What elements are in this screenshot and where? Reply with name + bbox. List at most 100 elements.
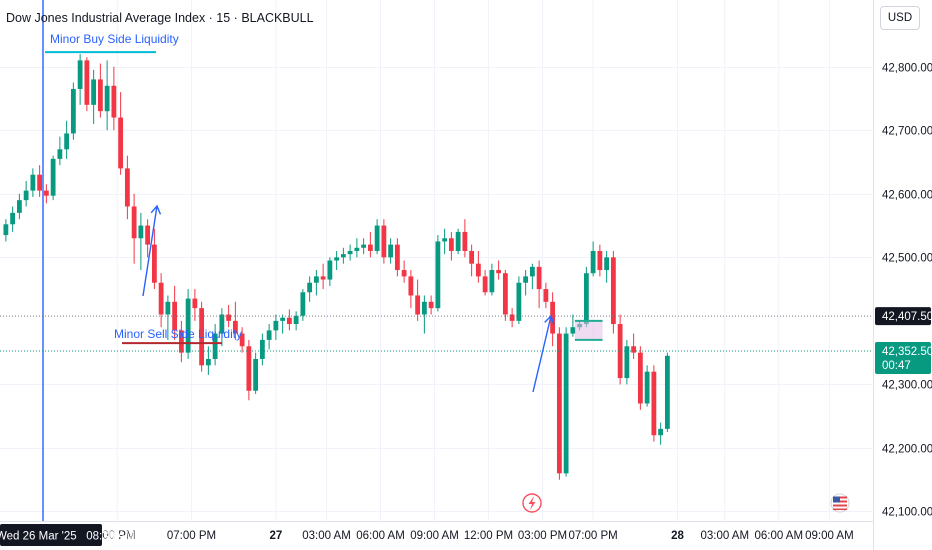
candle-body[interactable] bbox=[442, 238, 448, 242]
candle-body[interactable] bbox=[428, 301, 434, 309]
candle-body[interactable] bbox=[367, 244, 373, 251]
candle-body[interactable] bbox=[178, 330, 184, 353]
candle-body[interactable] bbox=[199, 308, 205, 366]
candle-body[interactable] bbox=[624, 346, 630, 379]
candle-body[interactable] bbox=[97, 79, 103, 112]
candle-body[interactable] bbox=[516, 282, 522, 321]
candle-body[interactable] bbox=[489, 270, 495, 293]
candle-body[interactable] bbox=[361, 244, 367, 248]
candle-body[interactable] bbox=[307, 282, 313, 293]
candle-body[interactable] bbox=[631, 346, 637, 353]
candle-body[interactable] bbox=[394, 244, 400, 271]
candle-body[interactable] bbox=[320, 276, 326, 280]
candle-body[interactable] bbox=[543, 289, 549, 302]
candles[interactable] bbox=[3, 54, 670, 480]
candle-body[interactable] bbox=[381, 225, 387, 258]
candle-body[interactable] bbox=[435, 241, 441, 309]
drawings[interactable] bbox=[0, 0, 873, 521]
candle-body[interactable] bbox=[408, 276, 414, 296]
candle-body[interactable] bbox=[563, 333, 569, 474]
candle-body[interactable] bbox=[550, 301, 556, 334]
candle-body[interactable] bbox=[462, 231, 468, 251]
time-axis[interactable]: :00 PM 07:00 PM 27 03:00 AM 06:00 AM 09:00 AM… bbox=[99, 530, 854, 542]
candle-body[interactable] bbox=[205, 358, 211, 366]
candle-body[interactable] bbox=[523, 276, 529, 283]
candle-body[interactable] bbox=[529, 266, 535, 277]
candle-body[interactable] bbox=[239, 333, 245, 347]
candle-body[interactable] bbox=[509, 314, 515, 321]
candle-body[interactable] bbox=[70, 88, 76, 134]
candle-body[interactable] bbox=[266, 330, 272, 340]
candle-body[interactable] bbox=[388, 244, 394, 258]
candle-body[interactable] bbox=[300, 292, 306, 316]
candle-body[interactable] bbox=[401, 270, 407, 277]
candle-body[interactable] bbox=[57, 149, 63, 159]
candle-body[interactable] bbox=[138, 225, 144, 239]
candle-body[interactable] bbox=[158, 282, 164, 315]
candle-body[interactable] bbox=[556, 333, 562, 474]
sell-side-liquidity-label[interactable]: Minor Sell Side Liquidity bbox=[114, 327, 242, 341]
candle-body[interactable] bbox=[118, 117, 124, 169]
candle-body[interactable] bbox=[259, 339, 265, 359]
candle-body[interactable] bbox=[583, 273, 589, 325]
candle-body[interactable] bbox=[644, 371, 650, 404]
candle-body[interactable] bbox=[313, 276, 319, 283]
candle-body[interactable] bbox=[597, 250, 603, 271]
candle-body[interactable] bbox=[610, 257, 616, 325]
candle-body[interactable] bbox=[448, 238, 454, 251]
candle-body[interactable] bbox=[84, 60, 90, 105]
candle-body[interactable] bbox=[111, 85, 117, 118]
candle-body[interactable] bbox=[570, 327, 576, 334]
candle-body[interactable] bbox=[246, 346, 252, 391]
candle-body[interactable] bbox=[10, 212, 16, 225]
lightning-event-icon[interactable] bbox=[522, 493, 542, 513]
up-arrow-left[interactable] bbox=[142, 204, 162, 297]
candle-body[interactable] bbox=[455, 231, 461, 251]
candle-body[interactable] bbox=[347, 250, 353, 255]
candle-body[interactable] bbox=[374, 225, 380, 251]
candle-body[interactable] bbox=[340, 254, 346, 258]
candle-body[interactable] bbox=[64, 133, 70, 150]
candle-body[interactable] bbox=[482, 276, 488, 293]
candle-body[interactable] bbox=[536, 266, 542, 290]
candle-body[interactable] bbox=[421, 301, 427, 315]
candle-body[interactable] bbox=[124, 168, 130, 207]
candle-body[interactable] bbox=[23, 190, 29, 201]
up-arrow-right[interactable] bbox=[532, 314, 555, 393]
candle-body[interactable] bbox=[637, 352, 643, 404]
candle-body[interactable] bbox=[192, 298, 198, 309]
buy-side-liquidity-label[interactable]: Minor Buy Side Liquidity bbox=[50, 32, 179, 46]
candle-body[interactable] bbox=[43, 190, 49, 196]
candle-body[interactable] bbox=[30, 174, 36, 191]
price-axis[interactable]: 42,800.00 42,700.00 42,600.00 42,500.00 42,3… bbox=[882, 63, 932, 519]
candle-body[interactable] bbox=[475, 263, 481, 277]
candle-body[interactable] bbox=[590, 250, 596, 274]
candle-body[interactable] bbox=[664, 355, 670, 429]
candle-body[interactable] bbox=[286, 317, 292, 325]
candle-body[interactable] bbox=[3, 224, 9, 236]
candle-body[interactable] bbox=[226, 314, 232, 321]
candle-body[interactable] bbox=[151, 244, 157, 283]
candle-body[interactable] bbox=[651, 371, 657, 436]
currency-selector[interactable]: USD bbox=[880, 6, 920, 30]
candle-body[interactable] bbox=[280, 317, 286, 321]
candle-body[interactable] bbox=[185, 298, 191, 353]
candle-body[interactable] bbox=[354, 247, 360, 251]
candle-body[interactable] bbox=[293, 315, 299, 325]
candle-body[interactable] bbox=[469, 250, 475, 264]
candle-body[interactable] bbox=[16, 200, 22, 213]
candle-body[interactable] bbox=[77, 60, 83, 89]
us-flag-event-icon[interactable] bbox=[830, 493, 850, 513]
candle-body[interactable] bbox=[502, 273, 508, 315]
candle-body[interactable] bbox=[219, 314, 225, 334]
candle-body[interactable] bbox=[145, 225, 151, 245]
candle-body[interactable] bbox=[104, 85, 110, 112]
candle-body[interactable] bbox=[273, 320, 279, 331]
candle-body[interactable] bbox=[496, 270, 502, 274]
candle-body[interactable] bbox=[91, 79, 97, 105]
candle-body[interactable] bbox=[415, 295, 421, 315]
candle-body[interactable] bbox=[50, 158, 56, 196]
candle-body[interactable] bbox=[212, 333, 218, 359]
candle-body[interactable] bbox=[658, 428, 664, 436]
